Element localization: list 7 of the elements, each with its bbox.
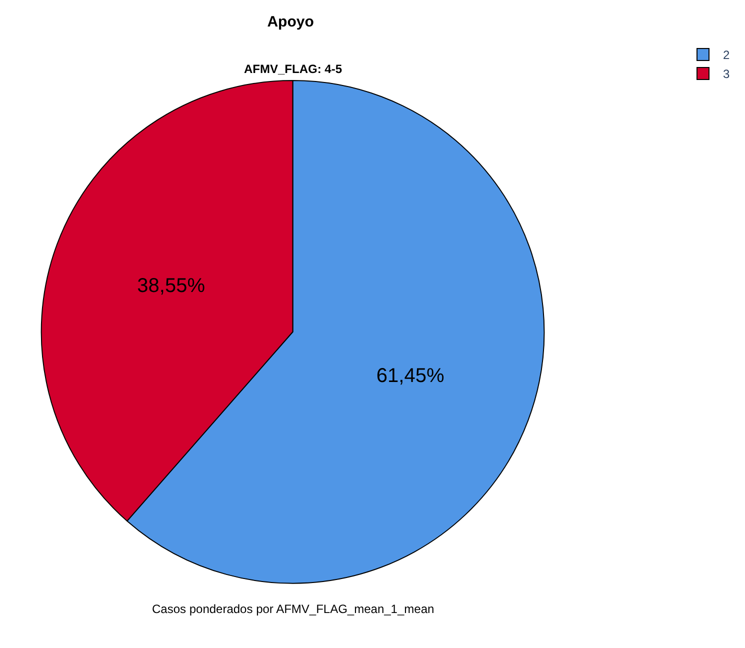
text: AFMV_FLAG: 4-5 (244, 62, 342, 76)
chart-title: Apoyo (267, 14, 314, 31)
legend-label: 2 (723, 48, 730, 62)
data-label: 61,45% (376, 365, 444, 388)
data-label: 38,55% (137, 275, 206, 298)
legend-label: 3 (723, 67, 730, 82)
text: Casos ponderados por AFMV_FLAG_mean_1_mean (152, 602, 434, 616)
